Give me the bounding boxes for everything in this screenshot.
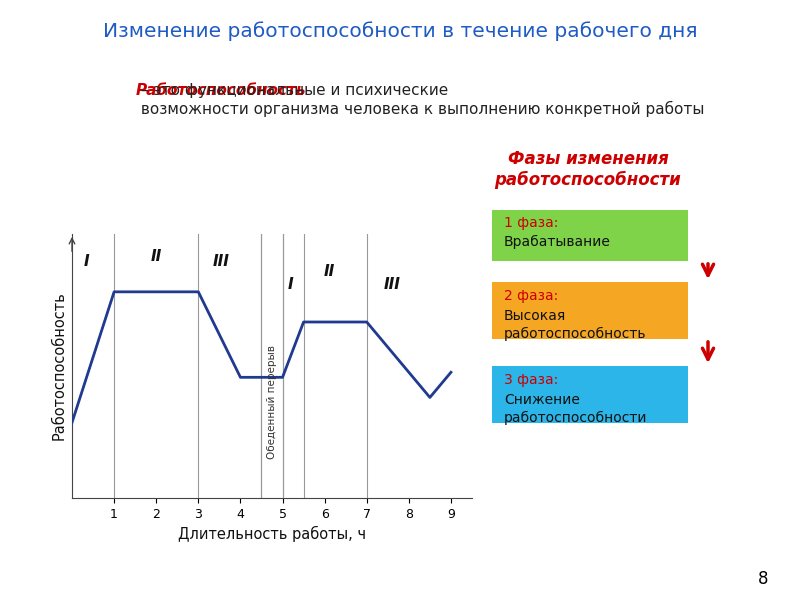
Text: II: II bbox=[150, 249, 162, 264]
Text: 8: 8 bbox=[758, 570, 768, 588]
Text: III: III bbox=[213, 254, 230, 269]
X-axis label: Длительность работы, ч: Длительность работы, ч bbox=[178, 526, 366, 542]
Text: I: I bbox=[287, 277, 293, 292]
Text: 3 фаза:: 3 фаза: bbox=[504, 373, 558, 387]
Text: Обеденный перерыв: Обеденный перерыв bbox=[267, 346, 277, 460]
Y-axis label: Работоспособность: Работоспособность bbox=[51, 292, 66, 440]
Text: Высокая
работоспособность: Высокая работоспособность bbox=[504, 310, 646, 341]
Text: Работоспособность: Работоспособность bbox=[136, 83, 306, 98]
Text: I: I bbox=[84, 254, 90, 269]
Text: III: III bbox=[383, 277, 401, 292]
Text: Изменение работоспособности в течение рабочего дня: Изменение работоспособности в течение ра… bbox=[102, 21, 698, 41]
Text: Врабатывание: Врабатывание bbox=[504, 235, 610, 248]
Text: II: II bbox=[323, 264, 334, 279]
Text: Фазы изменения
работоспособности: Фазы изменения работоспособности bbox=[494, 150, 682, 189]
Text: Снижение
работоспособности: Снижение работоспособности bbox=[504, 394, 647, 425]
Text: 1 фаза:: 1 фаза: bbox=[504, 216, 558, 230]
Text: – это функциональные и психические
 возможности организма человека к выполнению : – это функциональные и психические возмо… bbox=[136, 83, 704, 116]
Text: 2 фаза:: 2 фаза: bbox=[504, 289, 558, 303]
